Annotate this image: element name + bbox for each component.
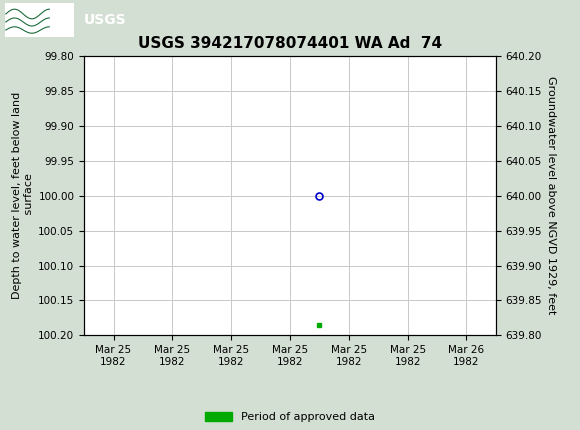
- Title: USGS 394217078074401 WA Ad  74: USGS 394217078074401 WA Ad 74: [138, 36, 442, 51]
- Y-axis label: Depth to water level, feet below land
 surface: Depth to water level, feet below land su…: [12, 92, 34, 299]
- Text: USGS: USGS: [84, 13, 126, 27]
- Legend: Period of approved data: Period of approved data: [205, 412, 375, 422]
- Y-axis label: Groundwater level above NGVD 1929, feet: Groundwater level above NGVD 1929, feet: [546, 77, 556, 315]
- Bar: [5, 3, 74, 37]
